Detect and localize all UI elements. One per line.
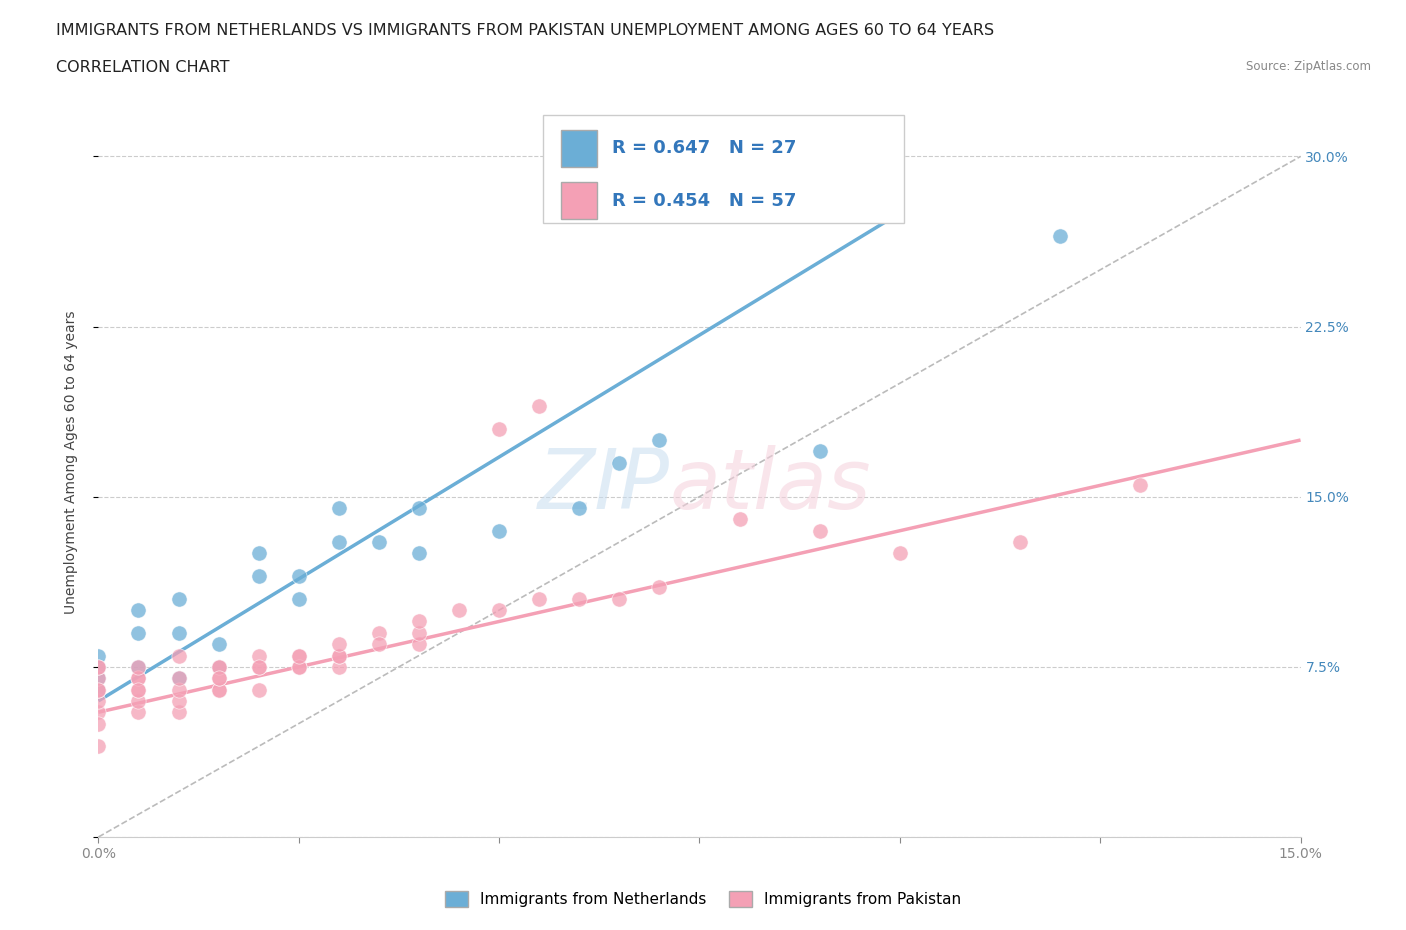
Point xyxy=(447,603,470,618)
Point xyxy=(87,659,110,674)
Point xyxy=(408,614,430,629)
Text: Source: ZipAtlas.com: Source: ZipAtlas.com xyxy=(1246,60,1371,73)
Text: ZIP: ZIP xyxy=(537,445,669,525)
Point xyxy=(728,512,751,526)
Point xyxy=(609,591,631,606)
Point xyxy=(128,682,150,697)
Point xyxy=(529,399,551,414)
FancyBboxPatch shape xyxy=(543,114,904,223)
Point xyxy=(648,580,671,595)
Point xyxy=(247,659,270,674)
Point xyxy=(208,637,231,652)
Point xyxy=(408,546,430,561)
Point xyxy=(568,591,591,606)
Point xyxy=(247,682,270,697)
Point xyxy=(167,625,190,640)
Point xyxy=(128,625,150,640)
Point xyxy=(889,546,911,561)
Point xyxy=(247,648,270,663)
Point xyxy=(87,694,110,709)
Point xyxy=(288,659,311,674)
Text: CORRELATION CHART: CORRELATION CHART xyxy=(56,60,229,75)
Point xyxy=(368,637,391,652)
Point xyxy=(87,682,110,697)
Point xyxy=(288,591,311,606)
Point xyxy=(247,568,270,583)
Point xyxy=(87,671,110,685)
Point xyxy=(167,705,190,720)
Point xyxy=(247,659,270,674)
Point xyxy=(208,671,231,685)
Text: IMMIGRANTS FROM NETHERLANDS VS IMMIGRANTS FROM PAKISTAN UNEMPLOYMENT AMONG AGES : IMMIGRANTS FROM NETHERLANDS VS IMMIGRANT… xyxy=(56,23,994,38)
Point xyxy=(808,524,831,538)
Point xyxy=(128,659,150,674)
Point xyxy=(568,500,591,515)
Point xyxy=(1129,478,1152,493)
Point xyxy=(128,671,150,685)
Point xyxy=(368,535,391,550)
Point xyxy=(87,671,110,685)
Point xyxy=(208,659,231,674)
Point xyxy=(167,682,190,697)
Point xyxy=(609,456,631,471)
Point xyxy=(368,625,391,640)
Point xyxy=(167,671,190,685)
Point xyxy=(208,682,231,697)
Point xyxy=(128,694,150,709)
Point xyxy=(247,546,270,561)
Point xyxy=(328,659,350,674)
Point xyxy=(288,659,311,674)
Point xyxy=(167,694,190,709)
Point xyxy=(87,648,110,663)
Point xyxy=(1010,535,1032,550)
Point xyxy=(128,671,150,685)
Point xyxy=(167,671,190,685)
Text: R = 0.454   N = 57: R = 0.454 N = 57 xyxy=(612,192,796,209)
FancyBboxPatch shape xyxy=(561,182,598,219)
Point xyxy=(208,659,231,674)
Point xyxy=(408,637,430,652)
Point xyxy=(87,659,110,674)
Point xyxy=(288,648,311,663)
Point xyxy=(128,705,150,720)
Point xyxy=(167,591,190,606)
Point xyxy=(328,648,350,663)
Text: atlas: atlas xyxy=(669,445,872,525)
FancyBboxPatch shape xyxy=(561,129,598,167)
Point xyxy=(87,738,110,753)
Point xyxy=(87,682,110,697)
Point xyxy=(288,568,311,583)
Point xyxy=(408,500,430,515)
Point xyxy=(167,648,190,663)
Point xyxy=(488,421,510,436)
Point xyxy=(87,716,110,731)
Point xyxy=(408,625,430,640)
Text: R = 0.647   N = 27: R = 0.647 N = 27 xyxy=(612,140,796,157)
Point xyxy=(87,659,110,674)
Point xyxy=(87,682,110,697)
Point xyxy=(529,591,551,606)
Point xyxy=(87,705,110,720)
Point xyxy=(488,524,510,538)
Point xyxy=(208,671,231,685)
Point xyxy=(128,659,150,674)
Point xyxy=(128,603,150,618)
Point xyxy=(128,682,150,697)
Point xyxy=(328,500,350,515)
Y-axis label: Unemployment Among Ages 60 to 64 years: Unemployment Among Ages 60 to 64 years xyxy=(63,311,77,615)
Point xyxy=(328,637,350,652)
Point xyxy=(648,432,671,447)
Point xyxy=(208,682,231,697)
Point xyxy=(488,603,510,618)
Legend: Immigrants from Netherlands, Immigrants from Pakistan: Immigrants from Netherlands, Immigrants … xyxy=(439,884,967,913)
Point xyxy=(808,444,831,458)
Point xyxy=(208,659,231,674)
Point xyxy=(288,648,311,663)
Point xyxy=(1049,229,1071,244)
Point xyxy=(328,535,350,550)
Point xyxy=(328,648,350,663)
